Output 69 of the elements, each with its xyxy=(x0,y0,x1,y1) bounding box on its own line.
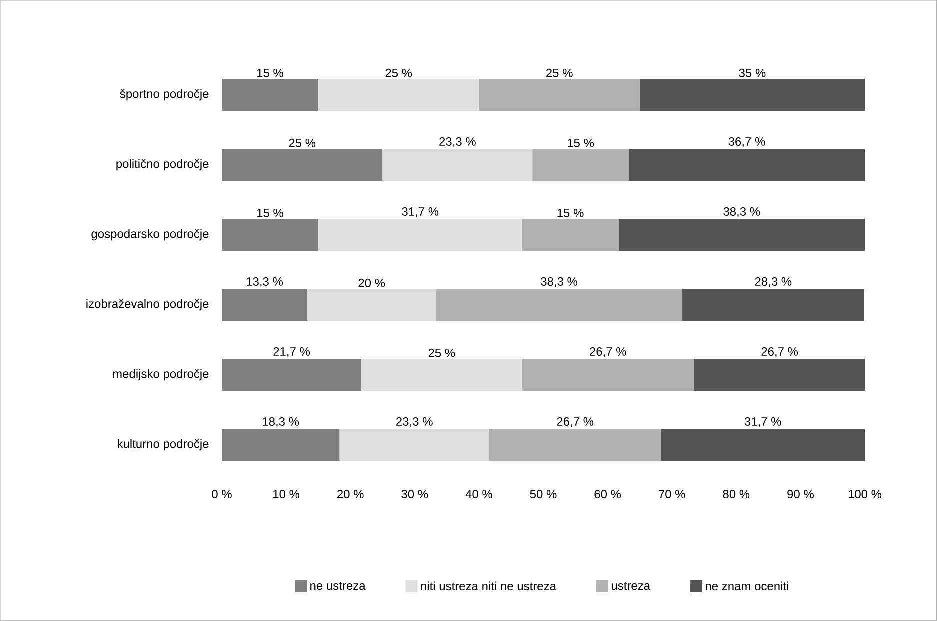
bar xyxy=(629,149,866,181)
data-label: 15 % xyxy=(257,68,284,78)
y-tick-label: gospodarsko področje xyxy=(92,229,209,241)
data-label: 35 % xyxy=(739,68,766,78)
bar xyxy=(479,79,640,111)
x-tick-label: 60 % xyxy=(594,490,622,499)
legend-label: ustreza xyxy=(612,582,651,590)
x-tick-label: 90 % xyxy=(788,490,814,499)
bar xyxy=(340,429,490,461)
bar xyxy=(222,358,362,391)
data-label: 26,7 % xyxy=(762,347,798,358)
data-label: 25 % xyxy=(546,68,573,78)
data-label: 23,3 % xyxy=(396,417,433,428)
legend-label: ne znam oceniti xyxy=(706,582,788,591)
bar xyxy=(661,429,866,461)
data-label: 18,3 % xyxy=(263,417,300,428)
data-label: 20 % xyxy=(358,278,386,288)
bar xyxy=(682,289,864,321)
x-tick-label: 0 % xyxy=(212,490,232,499)
y-tick-label: športno področje xyxy=(120,89,209,101)
bar xyxy=(640,79,866,111)
x-tick-label: 20 % xyxy=(338,490,364,499)
legend-label: ne ustreza xyxy=(310,582,366,590)
bar xyxy=(532,149,630,181)
y-tick-label: izobraževalno področje xyxy=(86,299,209,311)
bar xyxy=(522,219,619,251)
bar xyxy=(222,289,308,321)
data-label: 28,3 % xyxy=(755,277,792,288)
bar xyxy=(436,289,682,321)
bar xyxy=(222,219,318,251)
data-label: 25 % xyxy=(428,348,456,358)
y-tick-label: kulturno področje xyxy=(118,439,209,451)
data-label: 21,7 % xyxy=(274,347,310,358)
bar xyxy=(308,289,436,321)
data-label: 38,3 % xyxy=(541,277,578,288)
x-tick-label: 70 % xyxy=(659,490,686,499)
data-label: 36,7 % xyxy=(728,137,766,148)
data-label: 25 % xyxy=(289,138,316,148)
x-tick-label: 40 % xyxy=(466,490,492,499)
x-tick-label: 100 % xyxy=(848,490,882,499)
legend-label: niti ustreza niti ne ustreza xyxy=(421,582,556,591)
data-label: 15 % xyxy=(257,208,284,218)
bar xyxy=(522,358,694,391)
x-tick-label: 10 % xyxy=(274,490,300,499)
x-tick-label: 80 % xyxy=(723,490,750,499)
bar xyxy=(222,79,318,111)
data-label: 31,7 % xyxy=(744,417,782,428)
data-label: 38,3 % xyxy=(724,207,760,218)
bar xyxy=(222,149,383,181)
y-tick-label: medijsko področje xyxy=(113,369,209,381)
data-label: 13,3 % xyxy=(247,277,284,288)
bar xyxy=(618,219,866,251)
bar xyxy=(318,219,522,251)
x-tick-label: 30 % xyxy=(402,490,428,499)
data-label: 26,7 % xyxy=(557,417,594,428)
bar xyxy=(222,429,340,461)
data-label: 31,7 % xyxy=(402,207,439,218)
data-label: 15 % xyxy=(558,208,584,218)
data-label: 23,3 % xyxy=(440,137,476,148)
x-tick-label: 50 % xyxy=(530,490,557,499)
data-label: 26,7 % xyxy=(590,347,626,358)
data-label: 15 % xyxy=(568,138,594,148)
bar xyxy=(489,429,662,461)
bar xyxy=(382,149,533,181)
bar xyxy=(362,358,522,391)
bar xyxy=(694,358,866,391)
y-tick-label: politično področje xyxy=(116,159,209,171)
data-label: 25 % xyxy=(386,68,412,78)
bar xyxy=(318,79,480,111)
